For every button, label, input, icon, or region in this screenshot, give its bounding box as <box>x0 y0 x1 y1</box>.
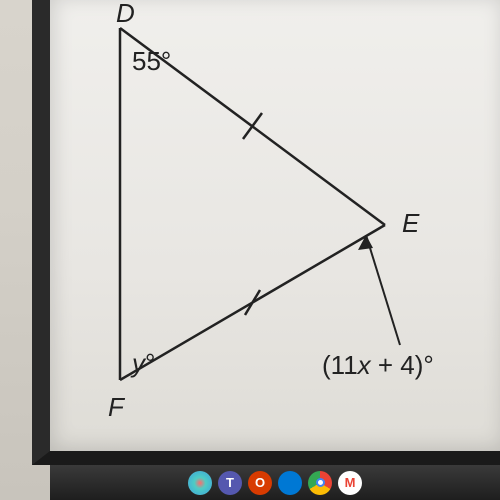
angle-F-var: y <box>132 348 145 378</box>
angle-F-label: y° <box>132 348 155 379</box>
angle-D-label: 55° <box>132 46 171 77</box>
settings-icon[interactable] <box>188 471 212 495</box>
vertex-F-label: F <box>108 392 124 423</box>
office-icon[interactable]: O <box>248 471 272 495</box>
taskbar: T O M <box>50 465 500 500</box>
chrome-icon[interactable] <box>308 471 332 495</box>
expr-rest: + 4)° <box>371 350 434 380</box>
tick-EF <box>245 290 260 315</box>
expr-open: ( <box>322 350 331 380</box>
triangle-diagram: D E F 55° y° (11x + 4)° <box>50 0 500 451</box>
tick-DE <box>243 113 262 139</box>
arrow-to-E <box>358 235 400 345</box>
teams-icon[interactable]: T <box>218 471 242 495</box>
vertex-D-label: D <box>116 0 135 29</box>
angle-F-deg: ° <box>145 348 155 378</box>
expr-var: x <box>358 350 371 380</box>
triangle-svg <box>50 0 500 450</box>
vertex-E-label: E <box>402 208 419 239</box>
outlook-icon[interactable] <box>278 471 302 495</box>
angle-E-label: (11x + 4)° <box>322 350 434 381</box>
expr-coeff: 11 <box>331 350 358 380</box>
screen-area: D E F 55° y° (11x + 4)° <box>32 0 500 465</box>
gmail-icon[interactable]: M <box>338 471 362 495</box>
